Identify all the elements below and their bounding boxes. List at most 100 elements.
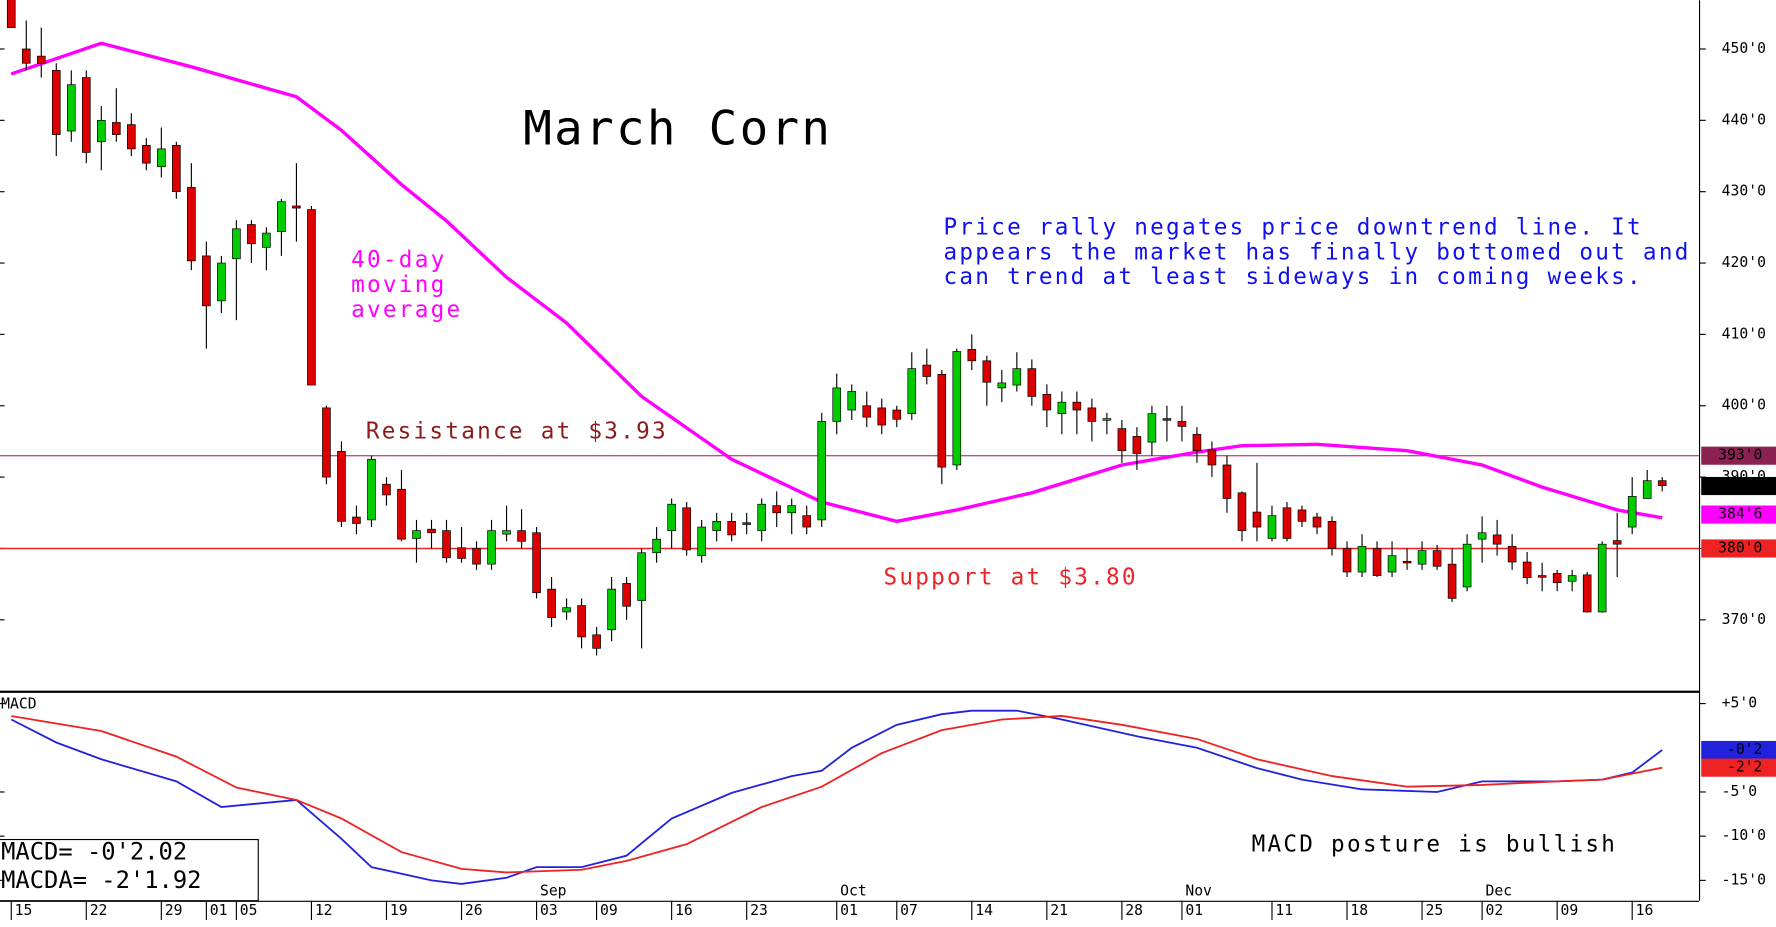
- candle-body: [1222, 464, 1232, 499]
- candle-body: [712, 521, 721, 531]
- price-tag: [1701, 740, 1776, 760]
- candle-body: [1447, 563, 1457, 599]
- candle-body: [787, 505, 797, 514]
- candle-body: [457, 547, 466, 559]
- candle-body: [232, 228, 241, 260]
- candle-body: [1177, 421, 1187, 427]
- candle-body: [352, 516, 361, 524]
- candle-body: [337, 451, 346, 522]
- x-tick-label: 16: [1636, 902, 1654, 919]
- candle-body: [487, 530, 496, 565]
- candle-body: [847, 391, 857, 411]
- x-tick-label: 14: [975, 902, 993, 919]
- macd-legend-box: [0, 838, 259, 902]
- macd-line: [11, 715, 1663, 874]
- x-tick-label: 28: [1125, 902, 1143, 919]
- x-tick-label: 18: [1350, 902, 1368, 919]
- candle-body: [622, 583, 631, 607]
- x-tick-label: 19: [390, 902, 408, 919]
- x-tick-label: 29: [165, 902, 183, 919]
- annotation: average: [351, 297, 462, 323]
- candle-body: [547, 588, 556, 619]
- candle-body: [412, 530, 421, 539]
- candle-body: [81, 77, 91, 153]
- candle-body: [1402, 560, 1412, 564]
- legend-text: MACD= -0'2.02: [1, 838, 187, 866]
- x-tick-label: 09: [600, 902, 618, 919]
- price-tag-label: 388'6: [1718, 477, 1762, 494]
- price-tag-label: 393'0: [1718, 447, 1762, 464]
- candle-body: [247, 224, 256, 245]
- price-tag-label: 384'6: [1718, 506, 1762, 523]
- candle-body: [307, 209, 316, 386]
- candle-body: [142, 144, 151, 164]
- annotation: Support at $3.80: [883, 564, 1137, 590]
- candle-body: [1432, 550, 1442, 567]
- x-tick-label: 01: [210, 902, 228, 919]
- price-tag: [1701, 505, 1776, 524]
- candle-body: [157, 148, 166, 168]
- y-tick-label: -10'0: [1722, 827, 1766, 844]
- candle-body: [997, 382, 1007, 389]
- candle-body: [1252, 511, 1262, 528]
- candle-body: [1282, 507, 1292, 539]
- candle-body: [1132, 436, 1142, 454]
- y-tick-label: 440'0: [1722, 111, 1766, 128]
- candle-body: [532, 532, 541, 594]
- x-tick-label: 15: [15, 902, 33, 919]
- candle-body: [817, 421, 827, 521]
- y-tick-label: -15'0: [1722, 871, 1766, 888]
- x-tick-label: 12: [315, 902, 333, 919]
- candle-body: [1642, 480, 1652, 499]
- candle-body: [1627, 496, 1637, 528]
- annotation: moving: [351, 272, 446, 298]
- candle-body: [1507, 545, 1517, 563]
- candle-body: [277, 201, 286, 232]
- x-tick-label: 07: [900, 902, 918, 919]
- y-tick-label: 420'0: [1722, 254, 1766, 271]
- x-tick-label: 21: [1050, 902, 1068, 919]
- candle-body: [292, 205, 301, 209]
- y-tick-label: 410'0: [1722, 325, 1766, 342]
- x-tick-label: 23: [750, 902, 768, 919]
- macd-line: [10, 709, 1663, 885]
- candle-body: [21, 48, 31, 64]
- candle-body: [1012, 368, 1022, 386]
- x-tick-label: 22: [90, 902, 108, 919]
- candle-body: [427, 528, 436, 534]
- candle-body: [1342, 548, 1352, 573]
- candle-body: [322, 407, 331, 478]
- candle-body: [892, 409, 902, 420]
- candle-body: [442, 530, 451, 559]
- x-tick-label: 16: [675, 902, 693, 919]
- candle-body: [982, 360, 992, 383]
- candle-body: [1372, 548, 1382, 576]
- candle-body: [517, 530, 526, 542]
- candle-body: [742, 522, 751, 525]
- candle-body: [127, 124, 136, 150]
- candle-body: [1552, 573, 1562, 584]
- annotation: 40-day: [351, 247, 446, 273]
- y-tick-label: 430'0: [1722, 183, 1766, 200]
- candle-body: [1192, 433, 1202, 452]
- candle-body: [577, 605, 586, 638]
- candle-body: [1147, 413, 1157, 443]
- candle-body: [112, 122, 121, 135]
- chart-title: March Corn: [523, 102, 832, 157]
- candle-body: [1597, 543, 1607, 613]
- candle-body: [66, 84, 76, 132]
- candle-body: [607, 588, 616, 631]
- price-tag: [1701, 446, 1776, 465]
- candle-body: [1117, 428, 1127, 452]
- candle-body: [727, 521, 736, 536]
- candle-body: [1102, 418, 1112, 421]
- candle-body: [907, 368, 917, 414]
- candle-body: [1537, 575, 1547, 578]
- annotation: Price rally negates price downtrend line…: [944, 214, 1643, 240]
- candle-body: [1582, 574, 1592, 613]
- moving-average: [10, 41, 1663, 524]
- candle-body: [367, 458, 376, 521]
- candle-body: [1057, 401, 1067, 414]
